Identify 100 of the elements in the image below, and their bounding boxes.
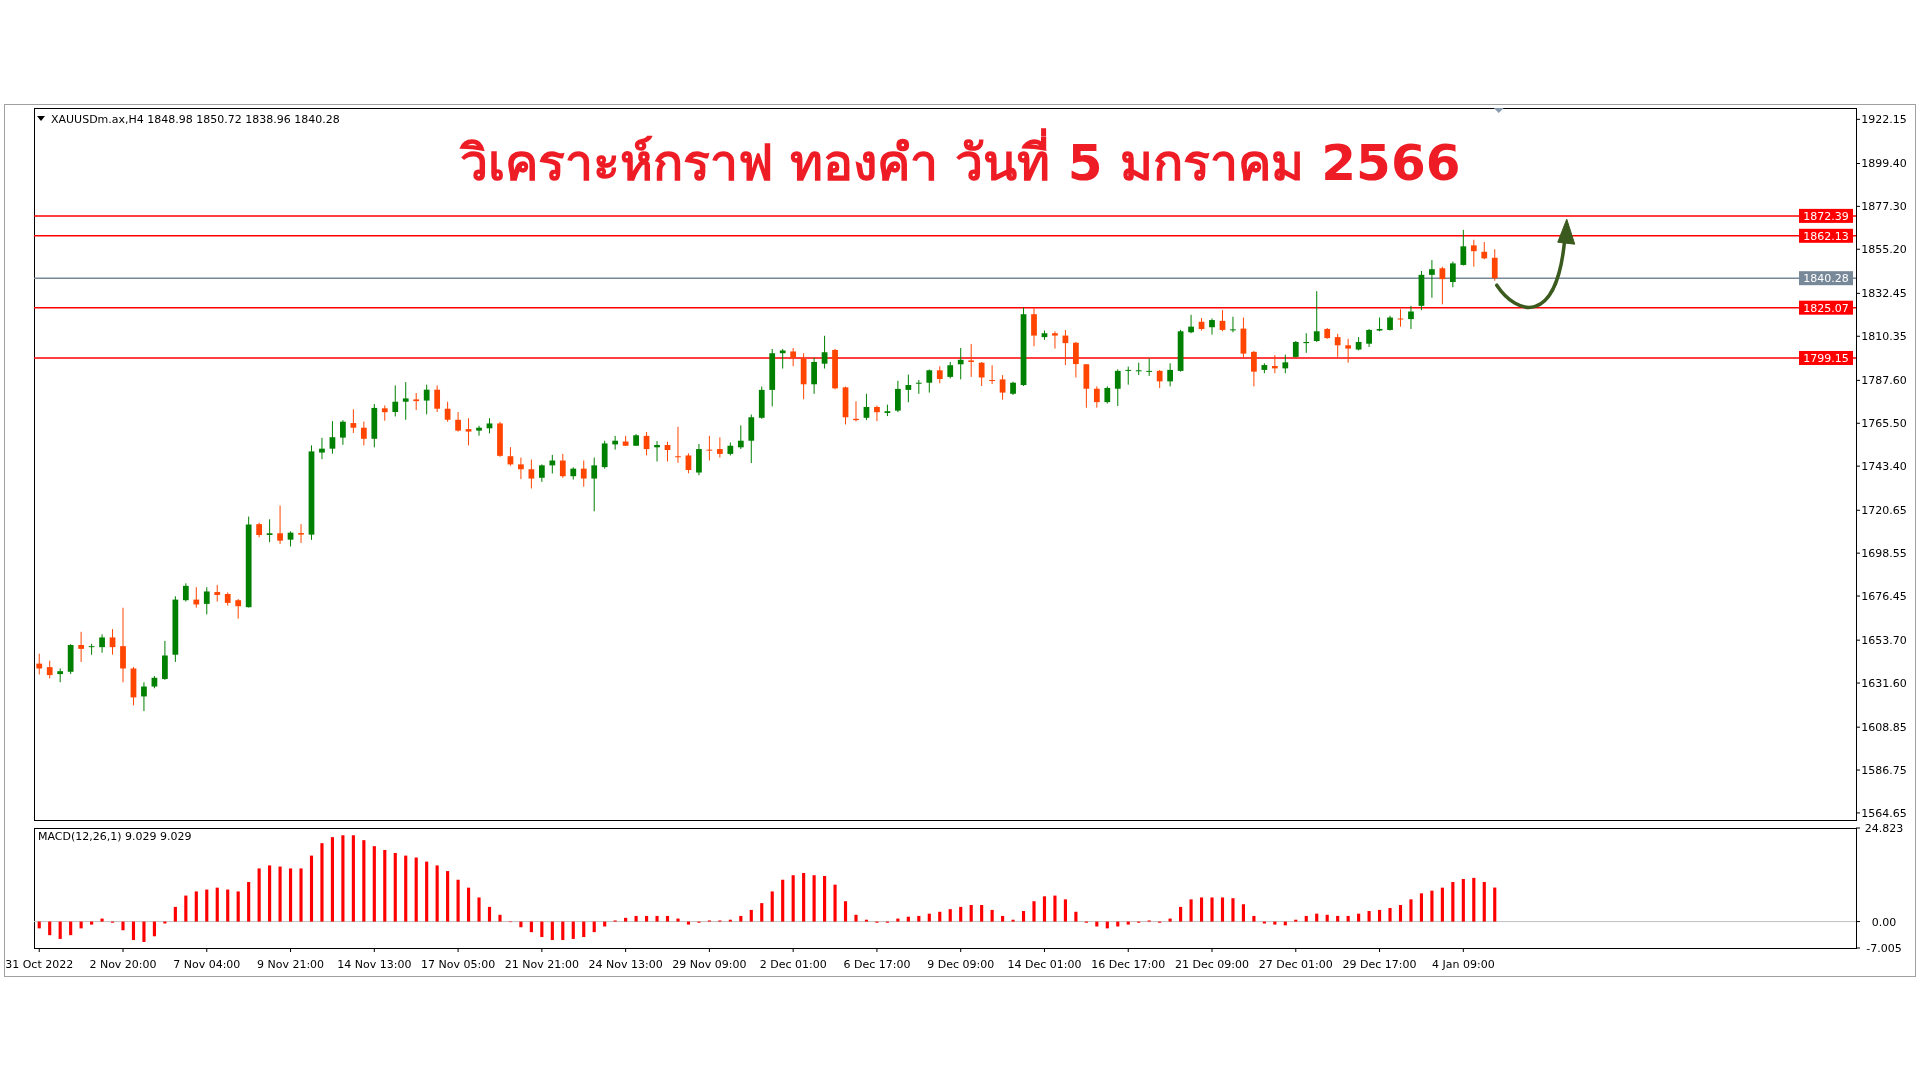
x-tick-label: 9 Nov 21:00 (256, 957, 325, 971)
candlestick (465, 417, 472, 446)
x-tick-label: 4 Jan 09:00 (1432, 957, 1495, 971)
bar (1419, 893, 1424, 922)
x-tick-label: 21 Dec 09:00 (1175, 957, 1250, 971)
candlestick (182, 582, 189, 603)
x-tick-label: 31 Oct 2022 (5, 957, 74, 971)
bar (592, 921, 596, 933)
bar (582, 921, 586, 938)
candlestick (1334, 333, 1341, 358)
bar (1273, 921, 1277, 925)
bar (1430, 890, 1434, 922)
x-tick-label: 14 Nov 13:00 (337, 957, 412, 971)
bar (1346, 915, 1350, 922)
bar (1199, 897, 1204, 922)
bar (1398, 905, 1403, 922)
bar (1053, 895, 1057, 922)
bar (1021, 911, 1026, 922)
y-tick-label: 1586.75 (1861, 764, 1907, 777)
bar (498, 914, 502, 922)
candlestick (1125, 366, 1132, 386)
bar (1231, 898, 1235, 922)
x-tick-label: 7 Nov 04:00 (173, 957, 241, 971)
bar (1451, 882, 1455, 922)
candlestick (716, 436, 723, 459)
bar (194, 891, 198, 922)
bar (624, 917, 628, 922)
ref-line-label: 1825.07 (1803, 301, 1849, 315)
y-tick-label: 1899.40 (1861, 157, 1907, 171)
candlestick (989, 364, 995, 385)
candlestick (1282, 354, 1289, 374)
bar (1336, 915, 1340, 922)
y-tick-label: 1653.70 (1861, 634, 1907, 648)
candlestick (580, 460, 587, 488)
candlestick (141, 681, 147, 712)
y-tick-label: 1676.45 (1861, 589, 1907, 603)
candlestick (1188, 314, 1194, 334)
y-tick-label: 1810.35 (1861, 330, 1907, 344)
y-tick-label: -7.005 (1866, 941, 1902, 955)
bar (487, 906, 492, 922)
bar (1482, 882, 1486, 922)
bar (1493, 887, 1497, 922)
x-tick-label: 29 Nov 09:00 (672, 957, 747, 971)
bar (121, 921, 125, 931)
candlestick (162, 640, 168, 681)
x-tick-label: 6 Dec 17:00 (843, 957, 911, 971)
x-tick-label: 2 Dec 01:00 (759, 957, 827, 971)
bar (1063, 899, 1067, 922)
candlestick (1460, 229, 1467, 267)
x-tick-label: 9 Dec 09:00 (927, 957, 995, 971)
y-tick-label: 1922.15 (1861, 113, 1907, 127)
bar (383, 849, 387, 922)
bar (466, 887, 471, 922)
bar (645, 915, 649, 922)
bar (1074, 911, 1078, 922)
bar (100, 918, 104, 922)
bar (1357, 913, 1361, 922)
candlestick (737, 424, 744, 450)
bar (927, 913, 931, 922)
bar (655, 915, 659, 922)
candlestick (78, 631, 84, 663)
candlestick (1073, 341, 1079, 378)
bar (456, 879, 460, 922)
annotation: XAUUSDm.ax,H4 1848.98 1850.72 1838.96 1840.28 (51, 112, 340, 126)
bar (184, 895, 188, 922)
candlestick (99, 633, 105, 654)
x-tick-label: 14 Dec 01:00 (1007, 957, 1082, 971)
bar (938, 911, 942, 922)
candlestick (1114, 368, 1121, 407)
bar (1252, 915, 1256, 922)
bar (69, 921, 73, 936)
candlestick (392, 384, 399, 417)
bar (414, 857, 418, 922)
bar (1367, 911, 1371, 922)
bar (529, 921, 533, 933)
candlestick (528, 459, 535, 489)
candlestick (402, 381, 409, 421)
bar (131, 921, 136, 941)
x-tick-label: 29 Dec 17:00 (1342, 957, 1417, 971)
bar (446, 871, 450, 922)
bar (215, 887, 219, 922)
candlestick (1093, 385, 1100, 409)
bar (268, 865, 272, 922)
x-tick-label: 21 Nov 21:00 (504, 957, 579, 971)
candlestick (277, 505, 283, 545)
bar (990, 909, 994, 922)
candlestick (978, 361, 985, 387)
y-tick-label: 1765.50 (1861, 417, 1907, 431)
bar (425, 861, 429, 922)
bar (1461, 878, 1465, 922)
bar (843, 901, 848, 922)
candlestick (1449, 261, 1456, 288)
bar (540, 921, 544, 938)
text: วิเคราะห์กราฟ ทองคำ วันที่ 5 มกราคม 2566 (458, 128, 1461, 192)
bar (770, 891, 774, 922)
candlestick (968, 343, 975, 378)
bar (435, 865, 439, 922)
bar (173, 906, 177, 922)
bar (1168, 918, 1172, 922)
candlestick (350, 408, 357, 434)
